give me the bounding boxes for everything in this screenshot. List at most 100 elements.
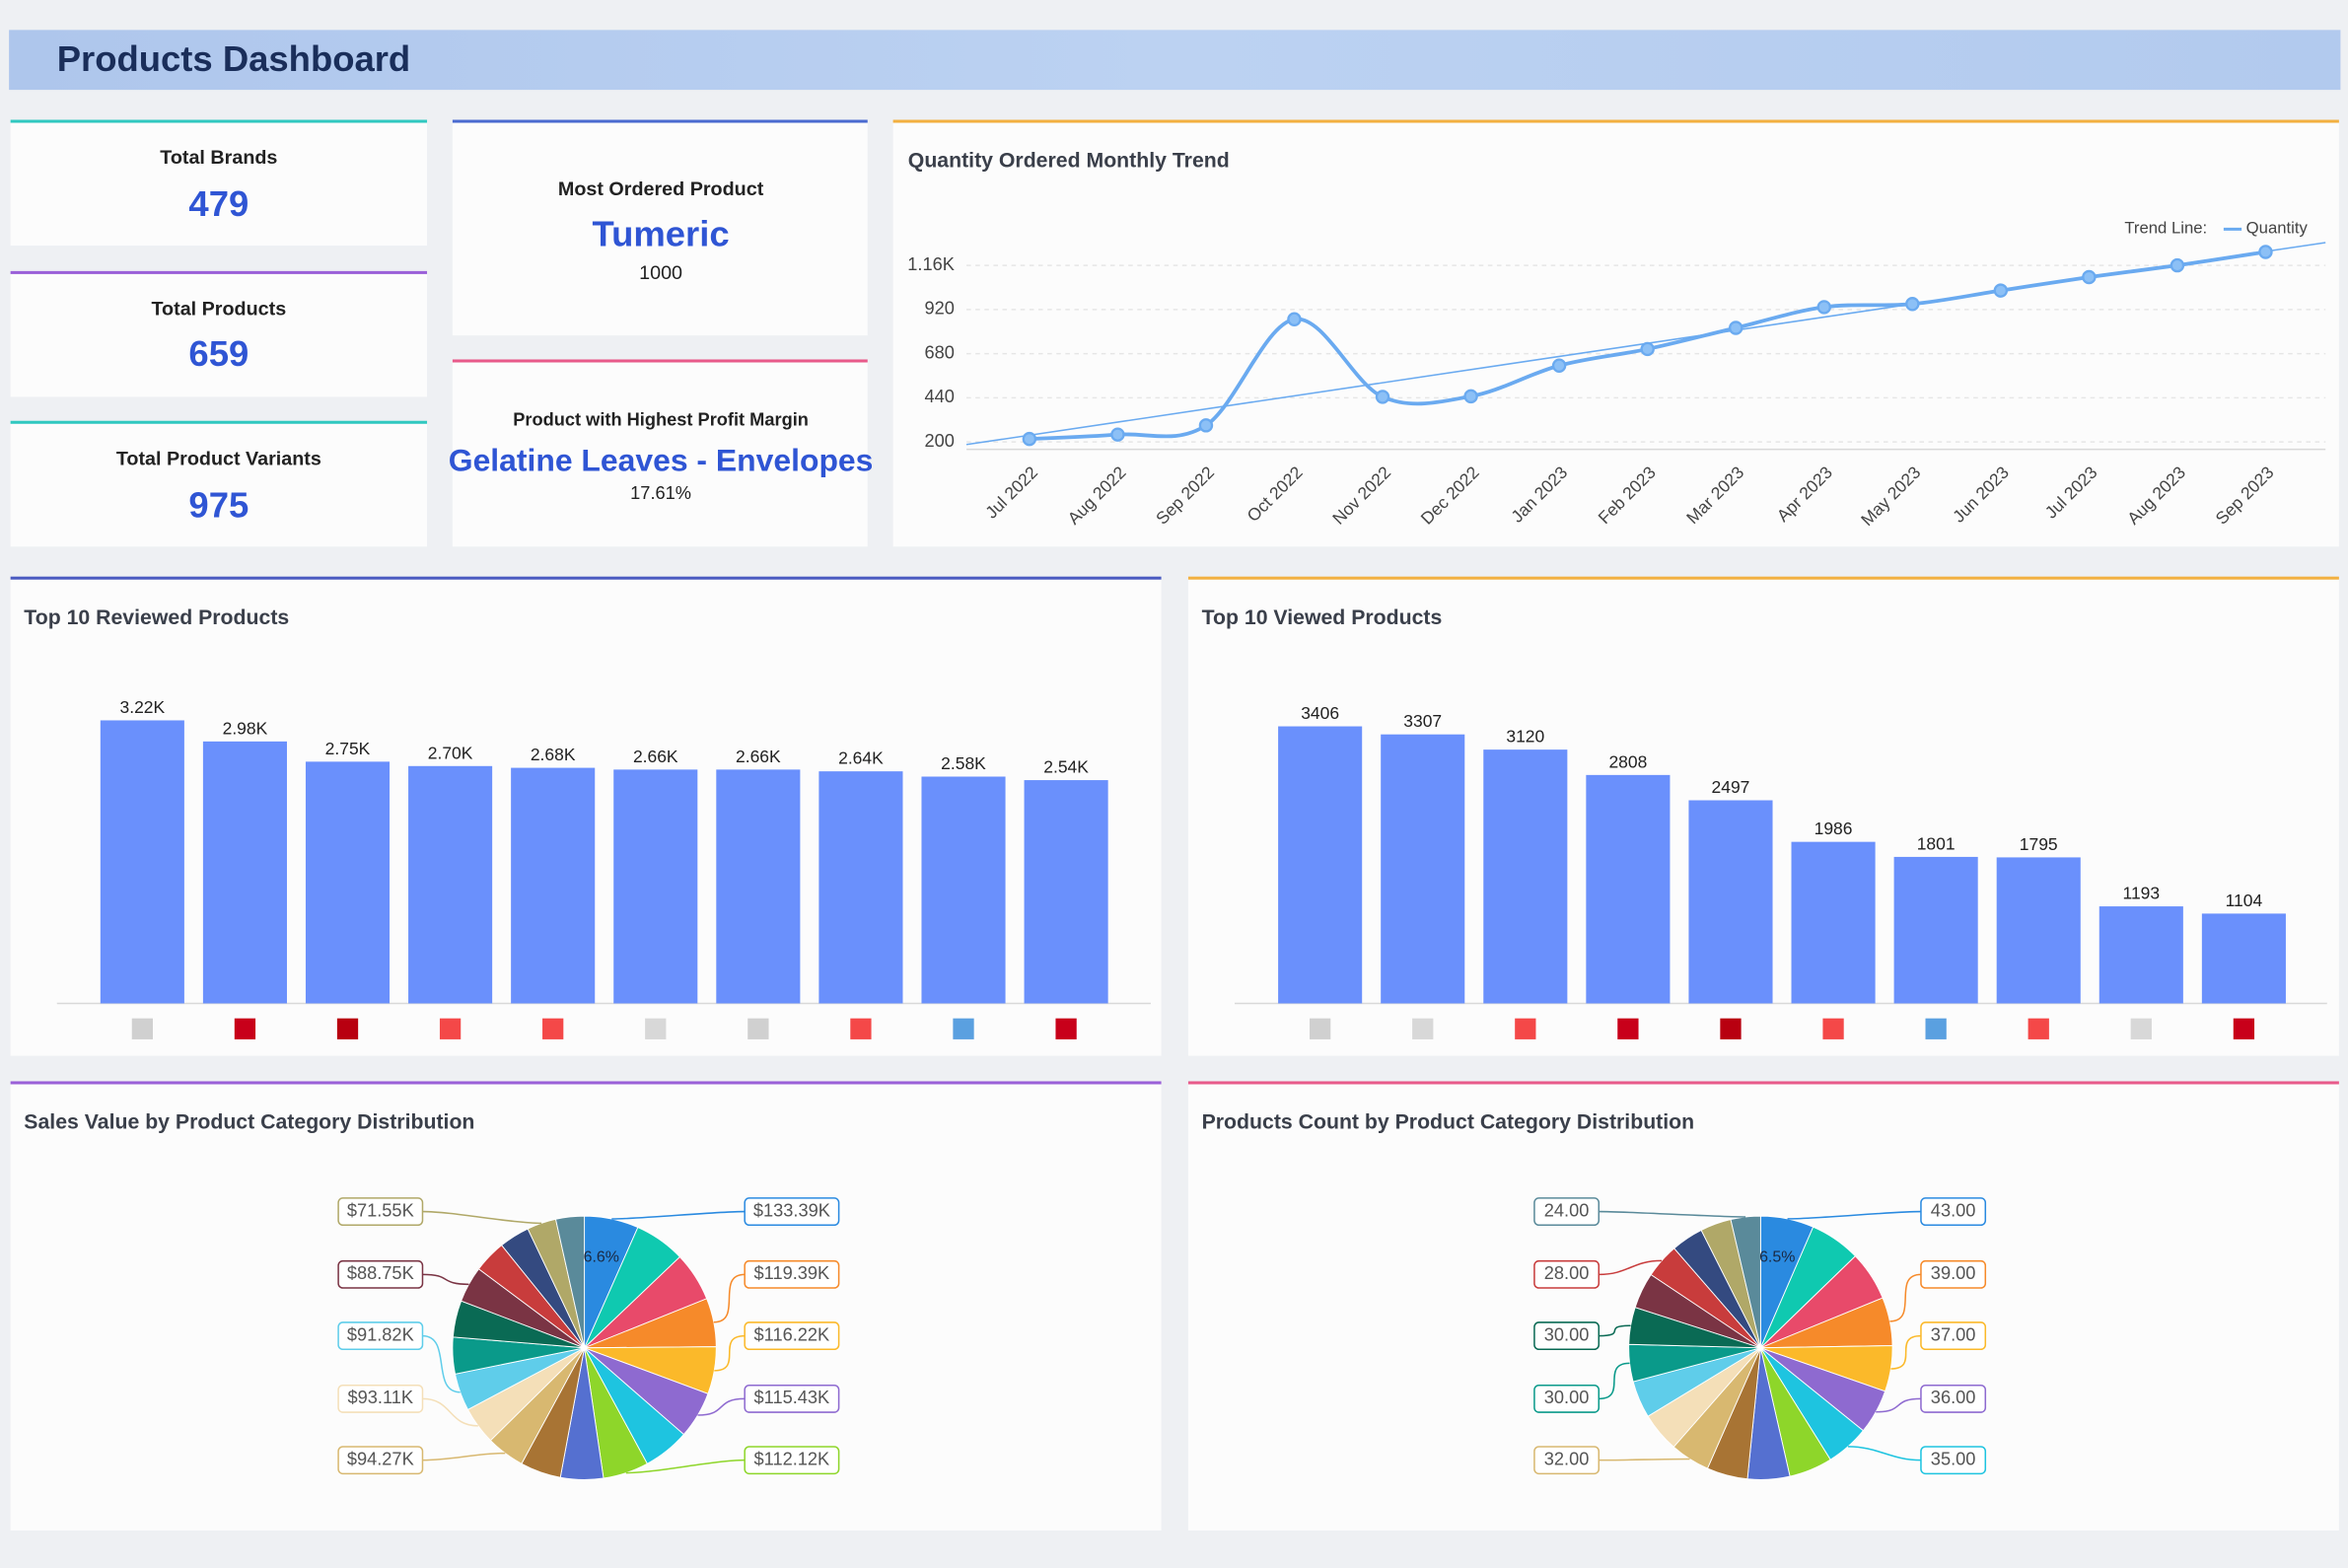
kpi-card <box>10 119 428 247</box>
category-icon <box>1310 1018 1331 1039</box>
panel-title: Top 10 Reviewed Products <box>24 606 289 629</box>
label-box <box>337 1384 424 1413</box>
data-label: 2.64K <box>838 748 884 768</box>
leader-line <box>422 1397 478 1427</box>
card-accent <box>10 119 428 123</box>
label-box <box>337 1446 424 1475</box>
label-box <box>1920 1384 1987 1413</box>
label-box <box>337 1197 424 1226</box>
label-box <box>1920 1259 1987 1289</box>
category-icon <box>1720 1018 1742 1039</box>
bar <box>408 765 493 1004</box>
data-label: 37.00 <box>1931 1324 1976 1344</box>
header-bar <box>9 30 2341 91</box>
data-label: 1795 <box>2020 834 2058 854</box>
bar <box>305 761 391 1004</box>
data-label: 36.00 <box>1931 1388 1976 1407</box>
panel-title: Products Count by Product Category Distr… <box>1202 1110 1695 1134</box>
leader-line <box>1876 1397 1921 1413</box>
data-label: 2.70K <box>428 743 473 762</box>
category-icon <box>1617 1018 1639 1039</box>
bar <box>818 771 903 1004</box>
leader-line <box>1889 1273 1921 1322</box>
kpi-value: 479 <box>188 183 249 224</box>
data-label: 2.75K <box>325 739 371 758</box>
label-box <box>1533 1384 1601 1413</box>
data-label: 30.00 <box>1544 1324 1590 1344</box>
category-icon <box>131 1018 153 1039</box>
kpi-card <box>10 420 428 547</box>
card-accent <box>10 420 428 424</box>
card-accent <box>10 1081 1162 1085</box>
kpi-card <box>452 119 868 336</box>
line-marker <box>1110 427 1125 442</box>
category-icon <box>1822 1018 1844 1039</box>
label-box <box>1920 1197 1987 1226</box>
leader-line <box>1599 1458 1690 1461</box>
line-marker <box>1375 390 1390 404</box>
line-marker <box>2082 269 2097 285</box>
data-label: 28.00 <box>1544 1263 1590 1283</box>
label-box <box>1533 1321 1601 1351</box>
kpi-title: Total Brands <box>160 147 277 169</box>
category-icon <box>850 1018 872 1039</box>
data-label: 39.00 <box>1931 1263 1976 1283</box>
percent-label: 6.6% <box>584 1248 619 1265</box>
label-box <box>744 1197 840 1226</box>
card-accent <box>892 119 2339 123</box>
data-label: 24.00 <box>1544 1200 1590 1220</box>
data-label: 30.00 <box>1544 1388 1590 1407</box>
kpi-title: Total Products <box>151 299 286 321</box>
data-label: 1104 <box>2226 891 2263 910</box>
category-icon <box>1055 1018 1077 1039</box>
bar <box>1024 780 1108 1004</box>
label-box <box>1533 1259 1601 1289</box>
category-icon <box>2233 1018 2255 1039</box>
label-box <box>744 1384 840 1413</box>
leader-line <box>1599 1259 1663 1276</box>
bar <box>716 769 801 1004</box>
data-label: 2.68K <box>531 745 576 764</box>
card-accent <box>1187 1081 2339 1085</box>
card-accent <box>10 576 1162 580</box>
data-label: 3307 <box>1403 711 1442 731</box>
leader-line <box>1890 1334 1921 1370</box>
percent-label: 6.5% <box>1759 1248 1795 1265</box>
panel-title: Quantity Ordered Monthly Trend <box>908 149 1230 173</box>
line-marker <box>1816 300 1831 315</box>
line-marker <box>1905 297 1920 312</box>
category-icon <box>645 1018 667 1039</box>
leader-line <box>611 1210 746 1220</box>
bar <box>1586 774 1671 1004</box>
bar <box>1791 841 1876 1004</box>
data-label: $91.82K <box>347 1324 414 1344</box>
data-label: 1801 <box>1917 833 1956 853</box>
bar <box>2099 906 2183 1004</box>
line-marker <box>2258 245 2273 259</box>
data-label: $93.11K <box>348 1388 414 1407</box>
bar <box>1278 726 1363 1004</box>
leader-line <box>1848 1446 1921 1461</box>
category-icon <box>1515 1018 1536 1039</box>
leader-line <box>1787 1210 1921 1220</box>
bar <box>1893 856 1978 1004</box>
label-box <box>337 1321 424 1351</box>
data-label: $94.27K <box>347 1449 414 1468</box>
leader-line <box>422 1210 542 1225</box>
y-tick-label: 1.16K <box>907 254 955 274</box>
leader-line <box>697 1397 746 1416</box>
data-label: $112.12K <box>754 1449 830 1468</box>
bar <box>1996 857 2081 1004</box>
data-label: 2.66K <box>736 747 781 766</box>
line-marker <box>1640 341 1655 357</box>
label-box <box>744 1321 840 1351</box>
leader-line <box>625 1459 746 1474</box>
data-label: 43.00 <box>1931 1200 1976 1220</box>
bar <box>2201 913 2286 1004</box>
dashboard-title: Products Dashboard <box>57 38 410 79</box>
leader-line <box>422 1452 506 1461</box>
data-label: $71.55K <box>347 1200 414 1220</box>
leader-line <box>714 1334 746 1372</box>
kpi-card <box>452 359 868 547</box>
